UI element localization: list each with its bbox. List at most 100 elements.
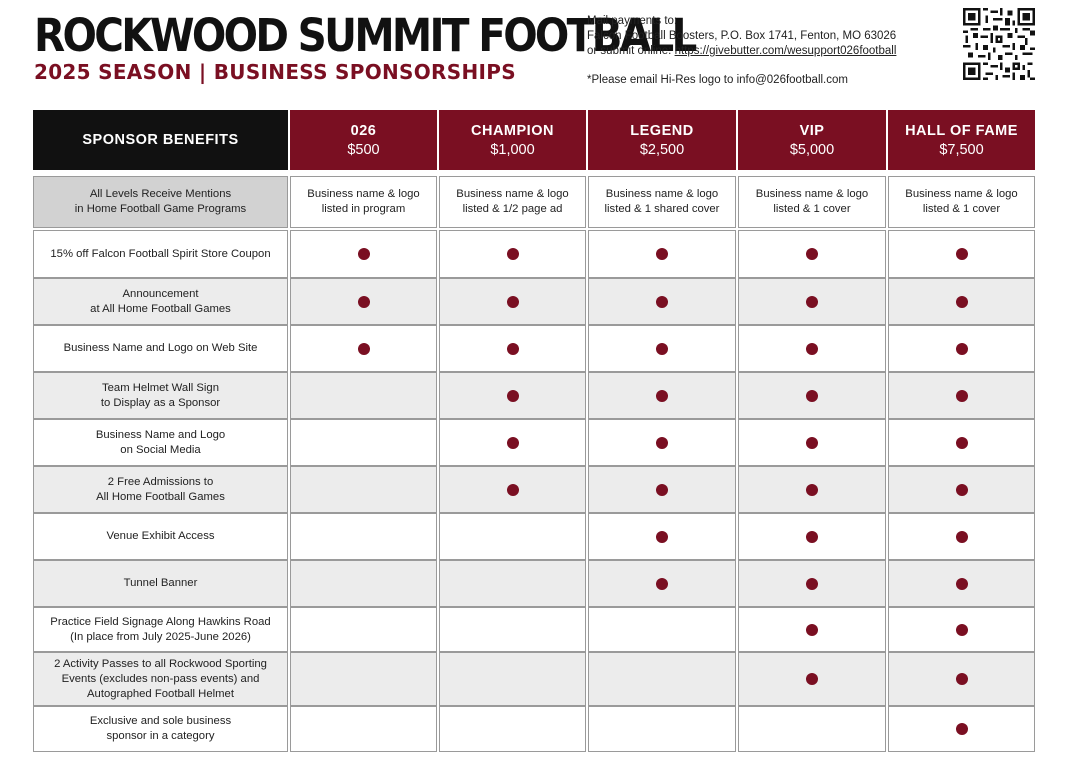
level-price: $7,500 <box>939 141 984 158</box>
benefit-label: 2 Activity Passes to all Rockwood Sporti… <box>33 652 288 706</box>
benefit-cell <box>290 607 437 652</box>
program-mention-cell: Business name & logo listed & 1 cover <box>738 176 886 228</box>
benefit-cell <box>888 706 1035 752</box>
donation-link[interactable]: https://givebutter.com/wesupport026footb… <box>674 45 897 57</box>
benefit-cell <box>888 652 1035 706</box>
benefit-cell <box>290 513 437 560</box>
benefit-cell <box>439 560 586 607</box>
benefit-cell <box>439 372 586 419</box>
benefit-cell <box>290 560 437 607</box>
benefit-cell <box>588 466 736 513</box>
benefit-cell <box>888 513 1035 560</box>
level-header-026: 026 $500 <box>290 110 437 170</box>
benefit-cell <box>888 278 1035 325</box>
benefit-label: Practice Field Signage Along Hawkins Roa… <box>33 607 288 652</box>
benefits-header: SPONSOR BENEFITS <box>33 110 288 170</box>
benefit-cell <box>588 652 736 706</box>
level-name: LEGEND <box>630 122 694 139</box>
benefit-cell <box>588 372 736 419</box>
benefit-cell <box>738 372 886 419</box>
benefit-cell <box>290 466 437 513</box>
benefit-cell <box>290 372 437 419</box>
benefit-cell <box>588 706 736 752</box>
included-dot-icon <box>506 436 519 449</box>
included-dot-icon <box>955 530 968 543</box>
included-dot-icon <box>806 530 818 543</box>
mail-address: Falcon Football Boosters, P.O. Box 1741,… <box>587 30 897 42</box>
page-subtitle: 2025 SEASON | BUSINESS SPONSORSHIPS <box>34 60 516 84</box>
included-dot-icon <box>506 295 519 308</box>
benefit-label: Business Name and Logo on Social Media <box>33 419 288 466</box>
benefit-label: Team Helmet Wall Sign to Display as a Spo… <box>33 372 288 419</box>
included-dot-icon <box>806 295 818 308</box>
included-dot-icon <box>955 623 968 636</box>
benefit-cell <box>290 278 437 325</box>
included-dot-icon <box>955 248 968 260</box>
benefit-cell <box>439 325 586 372</box>
included-dot-icon <box>806 436 818 449</box>
program-mention-cell: Business name & logo listed & 1 cover <box>888 176 1035 228</box>
benefit-cell <box>738 513 886 560</box>
benefit-cell <box>588 560 736 607</box>
benefit-cell <box>888 560 1035 607</box>
included-dot-icon <box>506 483 519 496</box>
included-dot-icon <box>955 436 968 449</box>
mail-online: or submit online: https://givebutter.com… <box>587 44 896 59</box>
program-mention-cell: Business name & logo listed & 1/2 page ad <box>439 176 586 228</box>
benefit-cell <box>439 513 586 560</box>
level-header-legend: LEGEND $2,500 <box>588 110 736 170</box>
level-name: 026 <box>350 122 377 139</box>
level-price: $500 <box>347 141 380 158</box>
benefit-cell <box>888 372 1035 419</box>
included-dot-icon <box>656 436 668 449</box>
included-dot-icon <box>506 248 519 260</box>
benefit-label: Venue Exhibit Access <box>33 513 288 560</box>
benefit-cell <box>588 607 736 652</box>
benefit-cell <box>290 652 437 706</box>
benefit-label: Announcement at All Home Football Games <box>33 278 288 325</box>
benefit-cell <box>888 419 1035 466</box>
included-dot-icon <box>357 248 370 260</box>
level-header-champion: CHAMPION $1,000 <box>439 110 586 170</box>
benefit-cell <box>439 652 586 706</box>
benefit-cell <box>588 325 736 372</box>
included-dot-icon <box>357 342 370 355</box>
included-dot-icon <box>955 295 968 308</box>
benefit-cell <box>588 419 736 466</box>
benefit-cell <box>738 466 886 513</box>
included-dot-icon <box>656 295 668 308</box>
included-dot-icon <box>955 483 968 496</box>
included-dot-icon <box>806 673 818 685</box>
included-dot-icon <box>806 623 818 636</box>
included-dot-icon <box>806 483 818 496</box>
benefit-cell <box>888 230 1035 278</box>
included-dot-icon <box>656 342 668 355</box>
benefit-cell <box>439 230 586 278</box>
program-mention-cell: Business name & logo listed in program <box>290 176 437 228</box>
benefit-cell <box>738 419 886 466</box>
benefit-cell <box>888 607 1035 652</box>
logo-email-note: *Please email Hi-Res logo to info@026foo… <box>587 74 848 86</box>
benefit-cell <box>588 230 736 278</box>
online-prefix: or submit online: <box>587 45 675 57</box>
included-dot-icon <box>357 295 370 308</box>
benefit-cell <box>738 652 886 706</box>
included-dot-icon <box>955 577 968 590</box>
included-dot-icon <box>656 248 668 260</box>
included-dot-icon <box>656 577 668 590</box>
payment-info: Mail payments to: Falcon Football Booste… <box>587 14 896 88</box>
benefit-label: 15% off Falcon Football Spirit Store Cou… <box>33 230 288 278</box>
level-price: $2,500 <box>639 141 685 158</box>
included-dot-icon <box>955 673 968 685</box>
benefit-cell <box>588 278 736 325</box>
benefit-cell <box>738 230 886 278</box>
benefit-label: Business Name and Logo on Web Site <box>33 325 288 372</box>
included-dot-icon <box>656 530 668 543</box>
benefit-cell <box>439 466 586 513</box>
benefit-cell <box>738 706 886 752</box>
benefit-cell <box>290 419 437 466</box>
benefit-cell <box>290 706 437 752</box>
included-dot-icon <box>806 389 818 402</box>
benefits-header-label: SPONSOR BENEFITS <box>82 132 239 148</box>
included-dot-icon <box>806 577 818 590</box>
